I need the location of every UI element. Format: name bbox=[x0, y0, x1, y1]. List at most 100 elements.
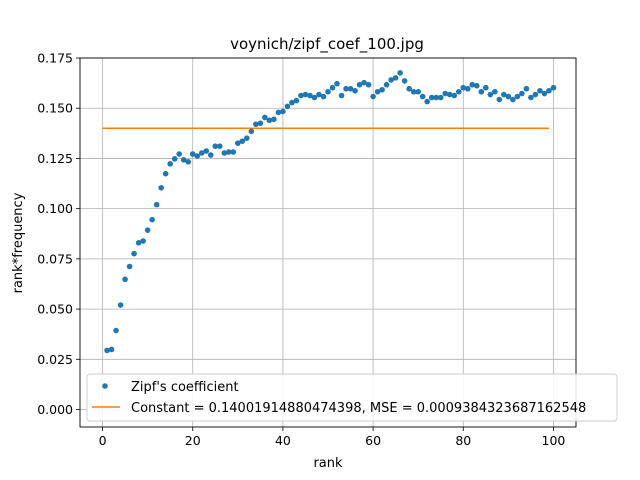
data-point bbox=[311, 94, 318, 101]
data-point bbox=[428, 94, 435, 101]
data-point bbox=[455, 88, 462, 95]
y-axis-ticks: 0.000 0.025 0.050 0.075 0.100 0.125 0.150 0.175 bbox=[37, 51, 80, 417]
data-point bbox=[262, 114, 268, 121]
data-point bbox=[374, 88, 381, 95]
data-point bbox=[185, 159, 192, 165]
data-point bbox=[140, 238, 146, 244]
data-point bbox=[523, 85, 530, 92]
data-point bbox=[446, 91, 453, 98]
data-point bbox=[451, 92, 458, 99]
data-point bbox=[469, 81, 476, 88]
data-point bbox=[478, 88, 485, 95]
data-point bbox=[307, 92, 313, 99]
data-point bbox=[203, 148, 210, 154]
data-point bbox=[108, 346, 115, 353]
chart-title: voynich/zipf_coef_100.jpg bbox=[230, 35, 424, 54]
data-point bbox=[419, 93, 426, 100]
data-point bbox=[392, 75, 399, 81]
data-point bbox=[176, 151, 182, 157]
data-point bbox=[528, 94, 534, 101]
data-point bbox=[239, 138, 246, 144]
data-point bbox=[347, 85, 354, 92]
legend-label-points: Zipf's coefficient bbox=[131, 380, 239, 395]
data-point bbox=[266, 117, 273, 124]
data-point bbox=[343, 85, 349, 92]
data-point bbox=[113, 327, 119, 334]
data-point bbox=[361, 79, 367, 86]
data-point bbox=[487, 91, 494, 98]
data-point bbox=[537, 87, 543, 94]
data-point bbox=[244, 135, 250, 141]
data-point bbox=[275, 109, 282, 116]
data-point bbox=[221, 150, 228, 156]
y-tick-label: 0.125 bbox=[37, 151, 73, 166]
data-point bbox=[198, 150, 205, 156]
data-point bbox=[401, 78, 408, 84]
data-point bbox=[483, 84, 489, 91]
data-point bbox=[226, 149, 232, 155]
x-axis-ticks: 0 20 40 60 80 100 bbox=[99, 427, 566, 448]
legend-marker-points bbox=[102, 383, 108, 389]
data-point bbox=[519, 90, 525, 97]
data-point bbox=[207, 152, 214, 158]
data-point bbox=[501, 91, 507, 98]
data-point bbox=[383, 81, 390, 88]
data-point bbox=[532, 91, 539, 98]
data-point bbox=[510, 96, 516, 103]
data-point bbox=[464, 85, 471, 92]
x-tick-label: 80 bbox=[455, 433, 471, 448]
y-axis-label: rank*frequency bbox=[11, 192, 26, 293]
data-point bbox=[397, 70, 403, 76]
data-point bbox=[550, 84, 557, 91]
data-point bbox=[406, 85, 412, 92]
data-point bbox=[329, 84, 336, 91]
data-point bbox=[149, 216, 155, 223]
data-point bbox=[424, 98, 431, 105]
data-point bbox=[433, 94, 440, 101]
data-point bbox=[167, 161, 173, 167]
y-tick-label: 0.050 bbox=[37, 302, 73, 317]
data-point bbox=[505, 93, 512, 100]
data-point bbox=[334, 80, 340, 87]
data-point bbox=[370, 93, 376, 100]
data-point bbox=[415, 88, 421, 95]
x-tick-label: 20 bbox=[185, 433, 201, 448]
data-point bbox=[316, 91, 322, 98]
data-point bbox=[338, 92, 345, 99]
data-point bbox=[194, 153, 201, 159]
data-point bbox=[158, 184, 164, 191]
data-point bbox=[189, 151, 196, 157]
data-point bbox=[253, 121, 259, 128]
x-tick-label: 40 bbox=[275, 433, 291, 448]
plot-frame bbox=[79, 57, 577, 428]
data-point bbox=[496, 96, 503, 103]
data-point bbox=[131, 250, 137, 257]
data-point bbox=[320, 93, 327, 100]
data-point bbox=[212, 143, 219, 149]
legend-label-line: Constant = 0.14001914880474398, MSE = 0.… bbox=[131, 401, 586, 416]
legend-box bbox=[86, 373, 618, 422]
data-point bbox=[280, 108, 286, 115]
x-tick-label: 60 bbox=[365, 433, 381, 448]
data-point bbox=[248, 128, 255, 135]
x-tick-label: 100 bbox=[542, 433, 566, 448]
data-point bbox=[153, 201, 160, 208]
data-point bbox=[298, 92, 304, 99]
data-point bbox=[235, 140, 241, 146]
data-point bbox=[171, 156, 178, 162]
y-tick-label: 0.175 bbox=[37, 51, 73, 66]
data-point bbox=[541, 90, 548, 97]
data-point bbox=[126, 263, 133, 270]
data-point bbox=[474, 82, 480, 89]
data-point bbox=[117, 302, 124, 308]
x-tick-label: 0 bbox=[99, 433, 107, 448]
data-point bbox=[289, 99, 295, 106]
data-point bbox=[388, 77, 394, 83]
y-tick-label: 0.075 bbox=[37, 251, 73, 266]
data-point bbox=[437, 94, 444, 101]
data-point bbox=[492, 88, 498, 95]
data-point bbox=[135, 240, 142, 246]
data-point bbox=[180, 157, 187, 163]
data-point bbox=[284, 103, 291, 110]
y-tick-label: 0.150 bbox=[37, 101, 73, 116]
